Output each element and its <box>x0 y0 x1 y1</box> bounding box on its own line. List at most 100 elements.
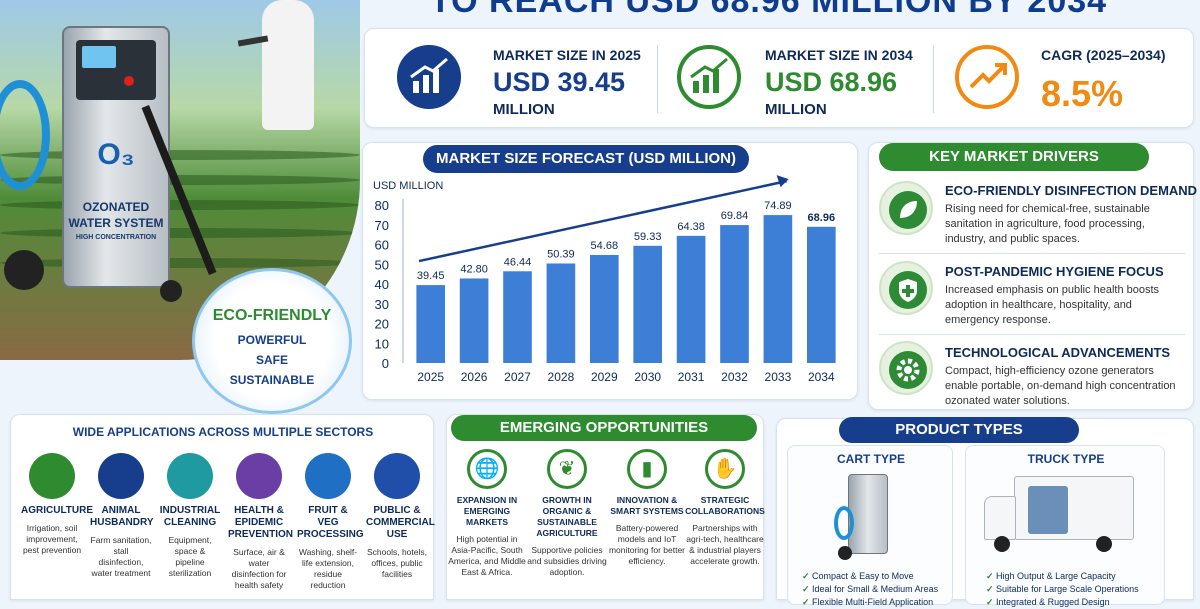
factory-icon <box>167 453 213 499</box>
application-desc: Farm sanitation, stall disinfection, wat… <box>90 535 152 578</box>
application-item: FRUIT & VEG PROCESSING Washing, shelf-lif… <box>297 453 364 591</box>
eco-badge: ECO-FRIENDLY POWERFUL SAFE SUSTAINABLE <box>192 268 352 414</box>
stat-unit: MILLION <box>493 101 555 118</box>
opportunity-item: ❦ GROWTH IN ORGANIC & SUSTAINABLE AGRICUL… <box>527 449 607 578</box>
x-tick-label: 2031 <box>678 370 705 384</box>
x-tick-label: 2033 <box>765 370 792 384</box>
trend-arrow-head <box>776 175 789 188</box>
driver-title: TECHNOLOGICAL ADVANCEMENTS <box>945 345 1171 360</box>
shield-plus-icon <box>879 261 933 315</box>
applications-panel: WIDE APPLICATIONS ACROSS MULTIPLE SECTOR… <box>10 414 435 600</box>
y-tick-label: 30 <box>375 297 389 312</box>
stats-panel: MARKET SIZE IN 2025 USD 39.45 MILLION MA… <box>364 28 1194 128</box>
data-label: 69.84 <box>721 210 749 222</box>
truck-feature: High Output & Large Capacity <box>986 570 1161 583</box>
trend-arrow <box>418 179 787 263</box>
device-label: HIGH CONCENTRATION <box>75 234 157 241</box>
chart-bar <box>589 255 619 363</box>
badge-line: POWERFUL <box>237 333 307 347</box>
device-logo: O₃ <box>97 138 135 171</box>
plant-icon <box>29 453 75 499</box>
x-tick-label: 2030 <box>634 370 661 384</box>
data-label: 50.39 <box>547 248 575 260</box>
chart-bar <box>763 215 793 363</box>
cart-title: CART TYPE <box>836 452 905 466</box>
chart-bar <box>416 285 446 363</box>
y-tick-label: 60 <box>375 238 389 253</box>
handshake-icon: ✋ <box>705 449 745 489</box>
x-tick-label: 2029 <box>591 370 618 384</box>
application-desc: Schools, hotels, offices, public facilit… <box>366 547 427 579</box>
hero-image: O₃ OZONATED WATER SYSTEM HIGH CONCENTRAT… <box>0 0 360 360</box>
applications-heading: WIDE APPLICATIONS ACROSS MULTIPLE SECTOR… <box>72 425 374 439</box>
truck-card: TRUCK TYPE High Output & Large Capacity … <box>965 445 1165 607</box>
data-label: 64.38 <box>677 221 705 233</box>
cart-image <box>848 474 888 554</box>
data-label: 68.96 <box>808 212 836 224</box>
opportunity-desc: Partnerships with agri-tech, healthcare … <box>686 523 764 566</box>
cart-card: CART TYPE Compact & Easy to Move Ideal f… <box>787 445 953 607</box>
stat-label: MARKET SIZE IN 2034 <box>765 47 913 63</box>
x-tick-label: 2025 <box>417 370 444 384</box>
opportunities-heading: EMERGING OPPORTUNITIES <box>451 415 757 441</box>
device-label: OZONATED <box>82 200 150 214</box>
opportunity-desc: Supportive policies and subsidies drivin… <box>527 545 607 577</box>
application-item: ANIMAL HUSBANDRY Farm sanitation, stall d… <box>90 453 154 579</box>
x-tick-label: 2027 <box>504 370 531 384</box>
opportunity-title: STRATEGIC COLLABORATIONS <box>685 495 765 516</box>
gear-icon <box>879 341 933 395</box>
cart-feature: Compact & Easy to Move <box>802 570 952 583</box>
opportunity-item: 🌐 EXPANSION IN EMERGING MARKETS High poten… <box>447 449 527 578</box>
application-item: INDUSTRIAL CLEANING Equipment, space & pi… <box>159 453 221 579</box>
application-item: AGRICULTURE Irrigation, soil improvement,… <box>21 453 93 556</box>
application-desc: Surface, air & water disinfection for he… <box>231 547 287 590</box>
badge-line: SUSTAINABLE <box>229 373 315 387</box>
x-tick-label: 2028 <box>548 370 575 384</box>
forecast-chart: USD MILLION0102030405060708039.45202542.… <box>373 175 836 384</box>
opportunity-item: ▮ INNOVATION & SMART SYSTEMS Battery-power… <box>607 449 687 567</box>
chart-bar <box>546 263 576 363</box>
chart-bar <box>633 245 663 363</box>
data-label: 59.33 <box>634 231 662 243</box>
stat-value: 8.5% <box>1041 73 1124 114</box>
application-title: HEALTH & EPIDEMIC PREVENTION <box>228 505 294 540</box>
globe-icon: 🌐 <box>467 449 507 489</box>
opportunity-title: EXPANSION IN EMERGING MARKETS <box>456 495 518 527</box>
y-tick-label: 10 <box>375 336 389 351</box>
truck-feature: Integrated & Rugged Design <box>986 596 1161 609</box>
fruit-icon <box>305 453 351 499</box>
y-tick-label: 40 <box>375 277 389 292</box>
badge-title: ECO-FRIENDLY <box>212 307 332 324</box>
application-desc: Equipment, space & pipeline sterilizatio… <box>168 535 212 578</box>
y-tick-label: 70 <box>375 218 389 233</box>
application-item: PUBLIC & COMMERCIAL USE Schools, hotels, … <box>366 453 435 580</box>
data-label: 42.80 <box>460 263 488 275</box>
cart-feature: Ideal for Small & Medium Areas <box>802 583 952 596</box>
application-title: PUBLIC & COMMERCIAL USE <box>366 505 435 540</box>
data-label: 39.45 <box>417 270 445 282</box>
worker-figure <box>262 0 314 130</box>
stat-unit: MILLION <box>765 101 827 118</box>
y-axis-label: USD MILLION <box>373 180 443 192</box>
data-label: 54.68 <box>591 240 619 252</box>
application-desc: Washing, shelf-life extension, residue r… <box>298 547 358 590</box>
data-label: 74.89 <box>764 200 792 212</box>
chart-bar <box>720 225 749 363</box>
leaf-icon <box>879 181 933 235</box>
opportunity-desc: Battery-powered models and IoT monitorin… <box>608 523 686 566</box>
chart-bar <box>806 226 836 363</box>
shield-plus-icon <box>236 453 282 499</box>
drivers-panel: KEY MARKET DRIVERS ECO-FRIENDLY DISINFEC… <box>868 142 1198 410</box>
data-label: 46.44 <box>504 256 532 268</box>
opportunity-title: GROWTH IN ORGANIC & SUSTAINABLE AGRICULT… <box>536 495 598 538</box>
bar-chart-icon <box>397 45 461 109</box>
opportunities-panel: EMERGING OPPORTUNITIES 🌐 EXPANSION IN EME… <box>446 414 765 600</box>
cart-feature: Flexible Multi-Field Application <box>802 596 952 609</box>
application-item: HEALTH & EPIDEMIC PREVENTION Surface, air… <box>228 453 294 591</box>
y-tick-label: 50 <box>375 257 389 272</box>
stat-label: CAGR (2025–2034) <box>1041 47 1166 63</box>
driver-desc: Rising need for chemical-free, sustainab… <box>945 203 1150 245</box>
opportunity-title: INNOVATION & SMART SYSTEMS <box>610 495 684 516</box>
products-panel: PRODUCT TYPES CART TYPE Compact & Easy t… <box>776 417 1194 607</box>
driver-title: ECO-FRIENDLY DISINFECTION DEMAND <box>945 183 1198 198</box>
